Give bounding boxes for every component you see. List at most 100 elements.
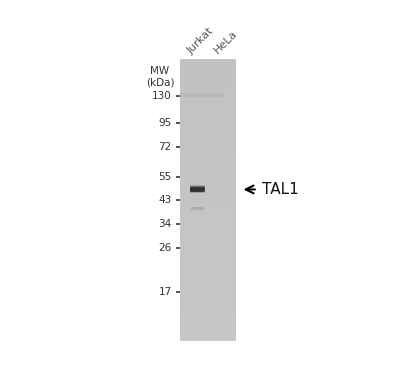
Bar: [180, 200, 236, 204]
Bar: [180, 58, 236, 62]
Bar: [180, 288, 236, 292]
Bar: [190, 186, 205, 188]
Bar: [191, 207, 204, 210]
Bar: [190, 187, 204, 191]
Bar: [180, 147, 236, 151]
Bar: [190, 190, 205, 191]
Bar: [190, 191, 205, 192]
Text: TAL1: TAL1: [262, 182, 299, 197]
Bar: [190, 188, 205, 189]
Bar: [180, 217, 236, 221]
Bar: [190, 187, 205, 188]
Bar: [180, 196, 236, 200]
Bar: [180, 189, 236, 193]
Text: 34: 34: [158, 219, 172, 229]
Text: 17: 17: [158, 287, 172, 296]
Bar: [180, 214, 236, 218]
Bar: [180, 249, 236, 253]
Bar: [190, 190, 205, 191]
Bar: [180, 94, 236, 98]
Bar: [180, 175, 236, 179]
Bar: [190, 191, 205, 192]
Bar: [180, 161, 236, 165]
Bar: [180, 179, 236, 182]
Bar: [180, 101, 236, 105]
Bar: [180, 210, 236, 214]
Bar: [180, 334, 236, 338]
Bar: [180, 112, 236, 115]
Bar: [180, 108, 236, 112]
Bar: [180, 182, 236, 186]
Text: 55: 55: [158, 172, 172, 183]
Bar: [180, 129, 236, 133]
Bar: [180, 246, 236, 249]
Bar: [180, 260, 236, 264]
Bar: [180, 93, 224, 97]
Bar: [180, 327, 236, 330]
Bar: [180, 263, 236, 267]
Bar: [190, 188, 205, 190]
Bar: [180, 320, 236, 323]
Bar: [180, 305, 236, 309]
Bar: [180, 150, 236, 154]
Bar: [180, 87, 236, 90]
Text: 130: 130: [152, 91, 172, 101]
Bar: [180, 133, 236, 136]
Bar: [180, 203, 236, 207]
Bar: [180, 186, 236, 190]
Bar: [180, 168, 236, 172]
Bar: [180, 98, 236, 101]
Bar: [180, 62, 236, 66]
Bar: [180, 126, 236, 129]
Bar: [180, 238, 236, 242]
Bar: [190, 185, 205, 186]
Text: Jurkat: Jurkat: [186, 26, 216, 56]
Bar: [180, 172, 236, 175]
Text: 26: 26: [158, 243, 172, 253]
Text: 95: 95: [158, 119, 172, 128]
Bar: [180, 221, 236, 225]
Bar: [180, 284, 236, 288]
Bar: [180, 207, 236, 211]
Bar: [180, 119, 236, 122]
Bar: [180, 193, 236, 197]
Bar: [180, 309, 236, 313]
Bar: [180, 274, 236, 278]
Bar: [180, 80, 236, 83]
Bar: [180, 330, 236, 334]
Bar: [180, 69, 236, 73]
Bar: [180, 83, 236, 87]
Bar: [190, 192, 205, 193]
Text: MW
(kDa): MW (kDa): [146, 66, 174, 88]
Bar: [180, 90, 236, 94]
Text: 43: 43: [158, 195, 172, 205]
Bar: [180, 267, 236, 271]
Bar: [180, 291, 236, 295]
Bar: [180, 164, 236, 168]
Bar: [180, 136, 236, 140]
Bar: [180, 295, 236, 299]
Bar: [180, 281, 236, 285]
Bar: [180, 256, 236, 260]
Bar: [180, 76, 236, 80]
Bar: [180, 242, 236, 246]
Bar: [180, 73, 236, 76]
Bar: [190, 189, 205, 190]
Bar: [180, 66, 236, 69]
Text: HeLa: HeLa: [212, 29, 239, 56]
Bar: [180, 224, 236, 228]
Bar: [180, 253, 236, 256]
Bar: [180, 277, 236, 281]
Bar: [180, 298, 236, 302]
Bar: [180, 157, 236, 161]
Bar: [180, 235, 236, 239]
Bar: [180, 312, 236, 316]
Bar: [180, 316, 236, 320]
Bar: [180, 337, 236, 341]
Bar: [180, 302, 236, 306]
Bar: [180, 115, 236, 119]
Text: 72: 72: [158, 142, 172, 152]
Bar: [180, 122, 236, 126]
Bar: [180, 323, 236, 327]
Bar: [180, 154, 236, 158]
